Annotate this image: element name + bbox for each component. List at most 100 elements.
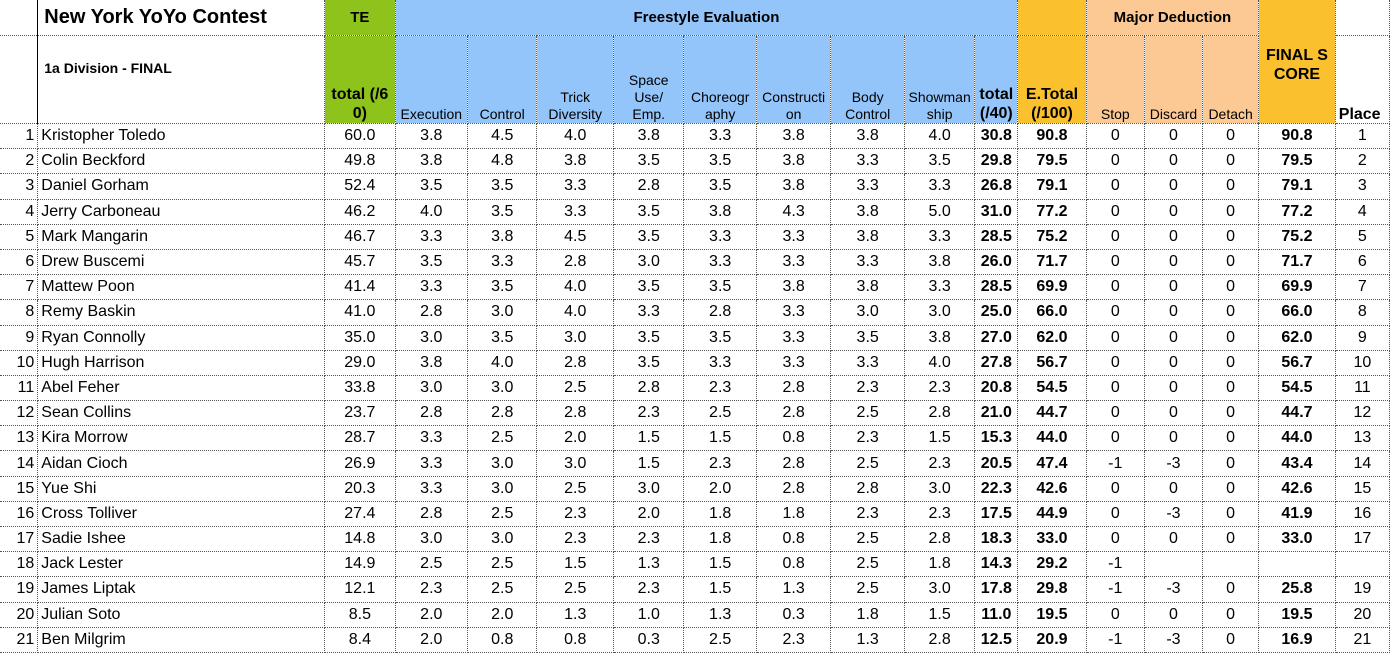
place-cell: 7 <box>1335 274 1391 301</box>
contestant-name-cell: James Liptak <box>37 576 326 603</box>
place-cell: 20 <box>1335 602 1391 628</box>
e-total-cell: 44.0 <box>1017 425 1087 452</box>
row-number-cell: 8 <box>0 299 39 326</box>
control-score-cell: 4.0 <box>467 350 538 376</box>
contestant-name-cell: Yue Shi <box>37 476 326 502</box>
body-control-score-cell: 3.5 <box>830 325 905 351</box>
final-score-cell: 33.0 <box>1258 526 1336 553</box>
final-score-cell <box>1258 551 1336 578</box>
te-total-cell: 41.4 <box>324 274 396 301</box>
trick-diversity-score-cell: 3.3 <box>536 199 614 225</box>
final-score-cell: 56.7 <box>1258 350 1336 376</box>
row-number-cell: 11 <box>0 375 39 402</box>
discard-deduction-cell: 0 <box>1144 325 1204 351</box>
discard-deduction-cell: -3 <box>1144 627 1204 653</box>
e-total-cell: 77.2 <box>1017 199 1087 225</box>
stop-deduction-cell: 0 <box>1086 350 1145 376</box>
trick-diversity-score-cell: 2.8 <box>536 249 614 276</box>
fe-total-cell: 22.3 <box>974 476 1019 502</box>
e-total-header: E.Total (/100) <box>1017 35 1087 124</box>
execution-header: Execution <box>395 35 469 124</box>
stop-header: Stop <box>1086 35 1145 124</box>
construction-score-cell: 0.8 <box>756 425 832 452</box>
final-score-cell: 25.8 <box>1258 576 1336 603</box>
choreography-score-cell: 1.3 <box>683 602 757 628</box>
fe-total-cell: 18.3 <box>974 526 1019 553</box>
trick-diversity-score-cell: 2.3 <box>536 501 614 528</box>
showmanship-score-cell: 3.0 <box>904 576 976 603</box>
fe-total-cell: 25.0 <box>974 299 1019 326</box>
detach-deduction-cell: 0 <box>1202 173 1260 200</box>
te-total-cell: 14.8 <box>324 526 396 553</box>
discard-deduction-cell: -3 <box>1144 450 1204 477</box>
body-control-score-cell: 3.3 <box>830 350 905 376</box>
body-control-score-cell: 3.3 <box>830 249 905 276</box>
control-score-cell: 3.8 <box>467 224 538 250</box>
place-cell: 11 <box>1335 375 1391 402</box>
fe-total-cell: 26.0 <box>974 249 1019 276</box>
control-score-cell: 3.0 <box>467 299 538 326</box>
execution-score-cell: 3.3 <box>395 274 469 301</box>
control-score-cell: 2.5 <box>467 501 538 528</box>
fe-total-header: total (/40) <box>974 35 1019 124</box>
choreography-score-cell: 3.5 <box>683 148 757 175</box>
execution-score-cell: 3.0 <box>395 526 469 553</box>
row-number-cell: 13 <box>0 425 39 452</box>
contestant-name-cell: Cross Tolliver <box>37 501 326 528</box>
place-header: Place <box>1335 35 1391 124</box>
space-use-score-cell: 3.8 <box>613 123 685 150</box>
execution-score-cell: 2.0 <box>395 602 469 628</box>
table-row: 15 Yue Shi 20.3 3.3 3.0 2.5 3.0 2.0 2.8 2.8 3.0 22.… <box>0 476 1391 502</box>
e-total-header-top <box>1017 0 1087 36</box>
final-score-cell: 69.9 <box>1258 274 1336 301</box>
e-total-cell: 20.9 <box>1017 627 1087 653</box>
showmanship-score-cell: 1.5 <box>904 425 976 452</box>
space-use-score-cell: 3.0 <box>613 249 685 276</box>
showmanship-score-cell: 2.3 <box>904 501 976 528</box>
row-number-cell: 15 <box>0 476 39 502</box>
fe-total-cell: 12.5 <box>974 627 1019 653</box>
space-use-score-cell: 2.0 <box>613 501 685 528</box>
discard-header: Discard <box>1144 35 1204 124</box>
showmanship-score-cell: 3.8 <box>904 249 976 276</box>
row-number-cell: 18 <box>0 551 39 578</box>
construction-score-cell: 3.8 <box>756 173 832 200</box>
choreography-score-cell: 3.3 <box>683 249 757 276</box>
space-use-score-cell: 3.5 <box>613 350 685 376</box>
place-cell: 2 <box>1335 148 1391 175</box>
place-cell: 19 <box>1335 576 1391 603</box>
detach-deduction-cell: 0 <box>1202 199 1260 225</box>
construction-score-cell: 3.3 <box>756 325 832 351</box>
control-score-cell: 3.0 <box>467 526 538 553</box>
detach-deduction-cell: 0 <box>1202 325 1260 351</box>
te-total-cell: 35.0 <box>324 325 396 351</box>
discard-deduction-cell: 0 <box>1144 249 1204 276</box>
choreography-score-cell: 2.5 <box>683 400 757 427</box>
detach-deduction-cell: 0 <box>1202 576 1260 603</box>
execution-score-cell: 3.5 <box>395 249 469 276</box>
row-number-cell: 3 <box>0 173 39 200</box>
te-total-cell: 20.3 <box>324 476 396 502</box>
stop-deduction-cell: 0 <box>1086 173 1145 200</box>
header-row-1: New York YoYo Contest TE Freestyle Evalu… <box>0 0 1391 124</box>
detach-deduction-cell: 0 <box>1202 425 1260 452</box>
contestant-name-cell: Kristopher Toledo <box>37 123 326 150</box>
final-score-cell: 79.5 <box>1258 148 1336 175</box>
body-control-score-cell: 3.8 <box>830 199 905 225</box>
execution-score-cell: 3.0 <box>395 325 469 351</box>
body-control-score-cell: 1.8 <box>830 602 905 628</box>
space-use-score-cell: 1.0 <box>613 602 685 628</box>
detach-deduction-cell <box>1202 551 1260 578</box>
e-total-cell: 90.8 <box>1017 123 1087 150</box>
space-use-score-cell: 3.5 <box>613 224 685 250</box>
body-control-score-cell: 2.3 <box>830 375 905 402</box>
execution-score-cell: 3.3 <box>395 476 469 502</box>
showmanship-score-cell: 4.0 <box>904 350 976 376</box>
trick-diversity-score-cell: 2.8 <box>536 400 614 427</box>
te-total-cell: 23.7 <box>324 400 396 427</box>
final-score-cell: 54.5 <box>1258 375 1336 402</box>
fe-total-cell: 14.3 <box>974 551 1019 578</box>
detach-deduction-cell: 0 <box>1202 249 1260 276</box>
discard-deduction-cell: 0 <box>1144 425 1204 452</box>
control-score-cell: 2.8 <box>467 400 538 427</box>
